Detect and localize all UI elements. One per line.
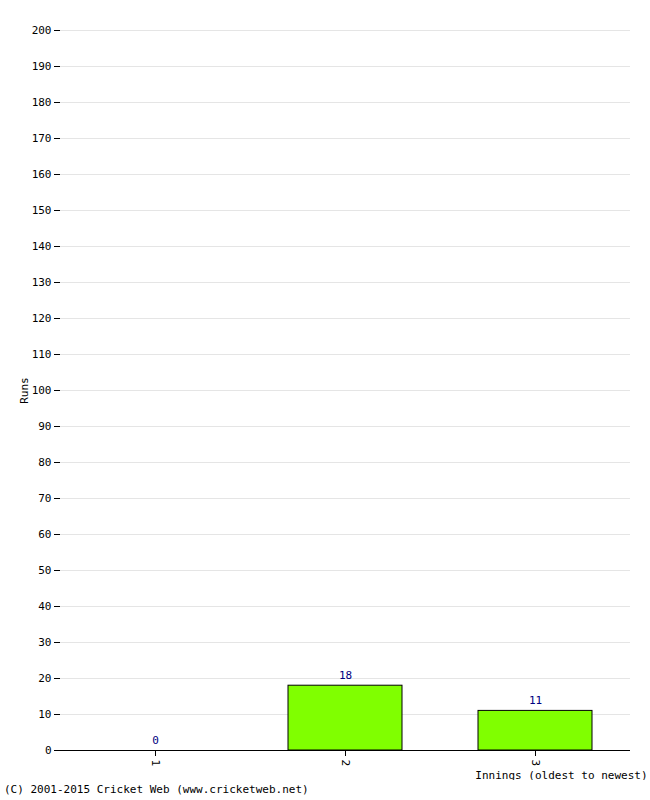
svg-text:Innings (oldest to newest): Innings (oldest to newest) bbox=[475, 769, 647, 781]
svg-text:0: 0 bbox=[152, 734, 159, 747]
svg-text:140: 140 bbox=[32, 240, 52, 253]
svg-text:80: 80 bbox=[38, 456, 51, 469]
svg-text:50: 50 bbox=[38, 564, 51, 577]
svg-text:70: 70 bbox=[38, 492, 51, 505]
svg-text:1: 1 bbox=[149, 760, 162, 767]
svg-text:20: 20 bbox=[38, 672, 51, 685]
svg-text:60: 60 bbox=[38, 528, 51, 541]
svg-text:190: 190 bbox=[32, 60, 52, 73]
svg-text:120: 120 bbox=[32, 312, 52, 325]
html-text:(C) 2001-2015 Cricket Web (www: (C) 2001-2015 Cricket Web (www.cricketwe… bbox=[4, 783, 309, 796]
svg-text:150: 150 bbox=[32, 204, 52, 217]
svg-text:100: 100 bbox=[32, 384, 52, 397]
svg-text:10: 10 bbox=[38, 708, 51, 721]
svg-text:90: 90 bbox=[38, 420, 51, 433]
svg-text:11: 11 bbox=[529, 694, 542, 707]
svg-text:160: 160 bbox=[32, 168, 52, 181]
svg-text:Runs: Runs bbox=[18, 377, 31, 404]
svg-text:130: 130 bbox=[32, 276, 52, 289]
svg-text:170: 170 bbox=[32, 132, 52, 145]
svg-text:110: 110 bbox=[32, 348, 52, 361]
svg-text:40: 40 bbox=[38, 600, 51, 613]
svg-text:200: 200 bbox=[32, 24, 52, 37]
svg-text:30: 30 bbox=[38, 636, 51, 649]
svg-text:0: 0 bbox=[45, 744, 52, 757]
svg-text:2: 2 bbox=[339, 760, 352, 767]
svg-text:18: 18 bbox=[339, 669, 352, 682]
svg-text:3: 3 bbox=[529, 760, 542, 767]
svg-text:180: 180 bbox=[32, 96, 52, 109]
